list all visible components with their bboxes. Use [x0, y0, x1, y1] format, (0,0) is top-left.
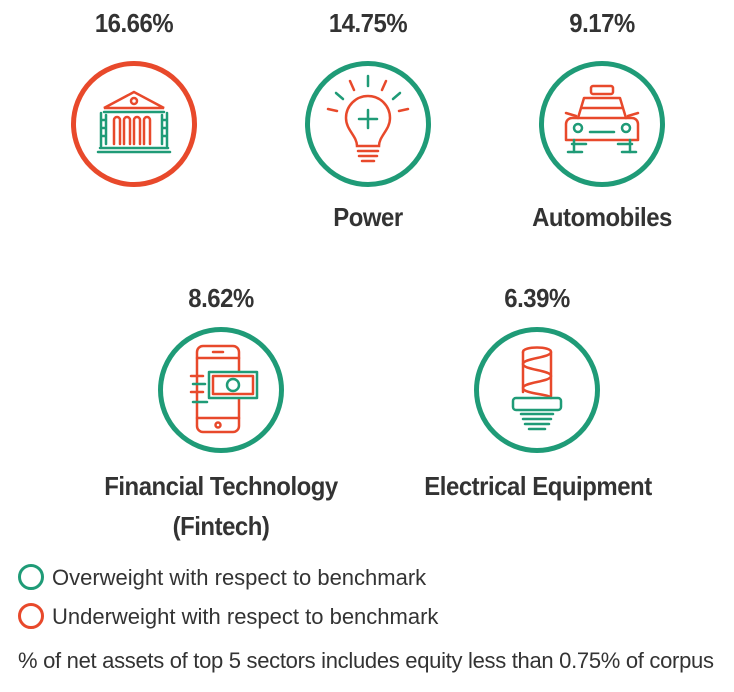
sector-circle-fintech — [158, 327, 284, 453]
sector-circle-power — [305, 61, 431, 187]
overweight-legend-ring-icon — [18, 564, 44, 591]
car-icon — [564, 84, 640, 154]
sector-percent-fintech: 8.62% — [188, 283, 254, 313]
underweight-legend-ring-icon — [18, 603, 44, 630]
sector-label-fintech-line2: (Fintech) — [172, 511, 270, 541]
sector-label-fintech-line1: Financial Technology — [104, 471, 338, 501]
sector-label-automobiles: Automobiles — [532, 202, 672, 232]
bank-icon — [96, 90, 172, 154]
sector-label-electrical-equipment: Electrical Equipment — [424, 471, 652, 501]
legend-overweight: Overweight with respect to benchmark — [18, 564, 427, 592]
cfl-bulb-icon — [511, 346, 563, 431]
sector-percent-power: 14.75% — [328, 8, 408, 38]
sector-percent-banks: 16.66% — [94, 8, 174, 38]
sector-label-power: Power — [333, 202, 403, 232]
legend-underweight-label: Underweight with respect to benchmark — [52, 604, 439, 629]
sector-circle-automobiles — [539, 61, 665, 187]
legend-underweight: Underweight with respect to benchmark — [18, 603, 439, 631]
legend-overweight-label: Overweight with respect to benchmark — [52, 565, 427, 590]
mobile-payment-icon — [189, 344, 259, 434]
sector-circle-banks — [71, 61, 197, 187]
sector-percent-automobiles: 9.17% — [569, 8, 635, 38]
footnote: % of net assets of top 5 sectors include… — [18, 648, 714, 673]
lightbulb-icon — [326, 74, 410, 163]
sector-label-fintech: Financial Technology (Fintech) — [74, 466, 368, 546]
sector-percent-electrical-equipment: 6.39% — [504, 283, 570, 313]
sector-circle-electrical-equipment — [474, 327, 600, 453]
